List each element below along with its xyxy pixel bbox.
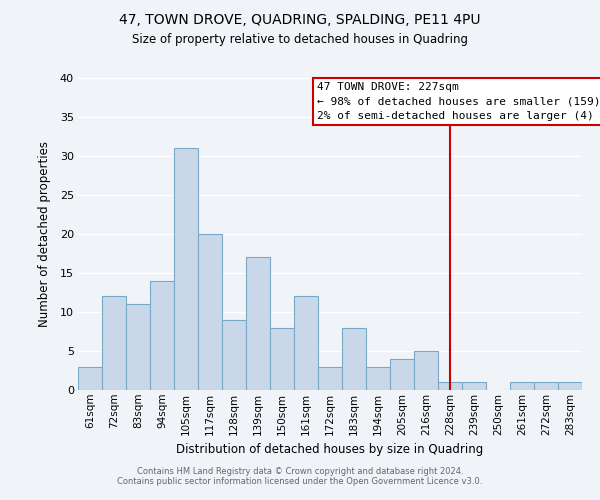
Bar <box>294 296 318 390</box>
Bar <box>414 351 438 390</box>
Bar <box>390 359 414 390</box>
Text: Contains HM Land Registry data © Crown copyright and database right 2024.: Contains HM Land Registry data © Crown c… <box>137 467 463 476</box>
Bar <box>198 234 222 390</box>
Bar <box>558 382 582 390</box>
Text: 47, TOWN DROVE, QUADRING, SPALDING, PE11 4PU: 47, TOWN DROVE, QUADRING, SPALDING, PE11… <box>119 12 481 26</box>
Bar <box>366 366 390 390</box>
Bar <box>174 148 198 390</box>
Text: Size of property relative to detached houses in Quadring: Size of property relative to detached ho… <box>132 32 468 46</box>
Bar <box>246 257 270 390</box>
Text: 47 TOWN DROVE: 227sqm
← 98% of detached houses are smaller (159)
2% of semi-deta: 47 TOWN DROVE: 227sqm ← 98% of detached … <box>317 82 600 121</box>
Bar <box>534 382 558 390</box>
Bar <box>78 366 102 390</box>
Bar <box>150 280 174 390</box>
Bar <box>270 328 294 390</box>
Bar <box>510 382 534 390</box>
Bar <box>462 382 486 390</box>
Bar <box>342 328 366 390</box>
Y-axis label: Number of detached properties: Number of detached properties <box>38 141 52 327</box>
Bar <box>438 382 462 390</box>
X-axis label: Distribution of detached houses by size in Quadring: Distribution of detached houses by size … <box>176 443 484 456</box>
Bar <box>222 320 246 390</box>
Bar <box>102 296 126 390</box>
Bar <box>126 304 150 390</box>
Text: Contains public sector information licensed under the Open Government Licence v3: Contains public sector information licen… <box>118 477 482 486</box>
Bar <box>318 366 342 390</box>
